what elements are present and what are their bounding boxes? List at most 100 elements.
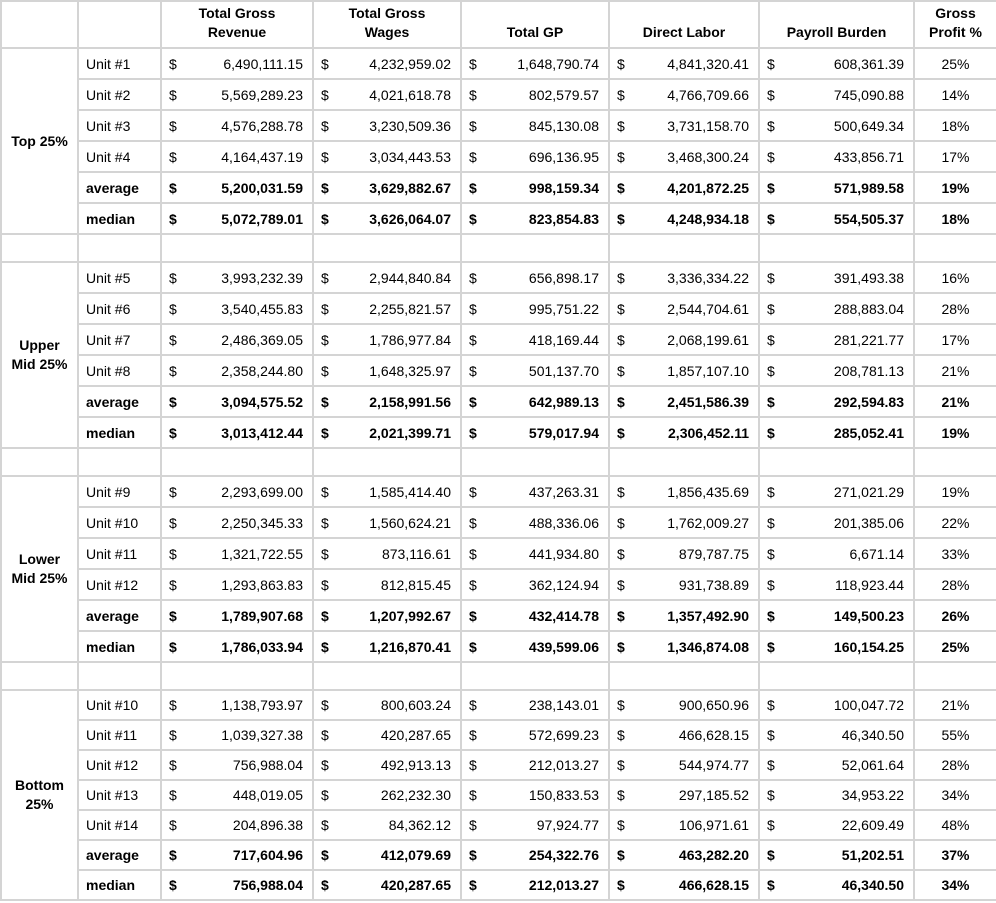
wages-cell[interactable]: $1,648,325.97 — [312, 354, 462, 387]
revenue-cell[interactable]: $5,072,789.01 — [160, 202, 314, 235]
payroll-burden-cell[interactable]: $100,047.72 — [758, 689, 915, 721]
payroll-burden-cell[interactable]: $571,989.58 — [758, 171, 915, 204]
wages-cell[interactable]: $873,116.61 — [312, 537, 462, 570]
wages-cell[interactable]: $3,626,064.07 — [312, 202, 462, 235]
revenue-cell[interactable]: $2,250,345.33 — [160, 506, 314, 539]
gp-cell[interactable]: $642,989.13 — [460, 385, 610, 418]
payroll-burden-cell[interactable]: $6,671.14 — [758, 537, 915, 570]
row-label-cell[interactable]: average — [77, 839, 162, 871]
payroll-burden-cell[interactable]: $201,385.06 — [758, 506, 915, 539]
direct-labor-cell[interactable]: $2,306,452.11 — [608, 416, 760, 449]
payroll-burden-cell[interactable]: $118,923.44 — [758, 568, 915, 601]
direct-labor-cell[interactable]: $4,248,934.18 — [608, 202, 760, 235]
gross-profit-pct-cell[interactable]: 26% — [913, 599, 996, 632]
wages-cell[interactable]: $420,287.65 — [312, 719, 462, 751]
gp-cell[interactable]: $150,833.53 — [460, 779, 610, 811]
wages-cell[interactable]: $4,021,618.78 — [312, 78, 462, 111]
direct-labor-cell[interactable]: $1,357,492.90 — [608, 599, 760, 632]
gross-profit-pct-cell[interactable]: 55% — [913, 719, 996, 751]
direct-labor-cell[interactable]: $4,201,872.25 — [608, 171, 760, 204]
gross-profit-pct-cell[interactable]: 28% — [913, 749, 996, 781]
gp-cell[interactable]: $97,924.77 — [460, 809, 610, 841]
direct-labor-cell[interactable]: $4,841,320.41 — [608, 47, 760, 80]
revenue-cell[interactable]: $717,604.96 — [160, 839, 314, 871]
revenue-cell[interactable]: $756,988.04 — [160, 749, 314, 781]
direct-labor-cell[interactable]: $544,974.77 — [608, 749, 760, 781]
gp-cell[interactable]: $572,699.23 — [460, 719, 610, 751]
gp-cell[interactable]: $437,263.31 — [460, 475, 610, 508]
gp-cell[interactable]: $579,017.94 — [460, 416, 610, 449]
gp-cell[interactable]: $823,854.83 — [460, 202, 610, 235]
empty-cell[interactable] — [460, 661, 610, 691]
wages-cell[interactable]: $3,230,509.36 — [312, 109, 462, 142]
gp-cell[interactable]: $845,130.08 — [460, 109, 610, 142]
gp-cell[interactable]: $696,136.95 — [460, 140, 610, 173]
wages-cell[interactable]: $420,287.65 — [312, 869, 462, 901]
row-label-cell[interactable]: median — [77, 416, 162, 449]
payroll-burden-cell[interactable]: $46,340.50 — [758, 719, 915, 751]
column-header-gross-profit-pct[interactable]: Gross Profit % — [913, 0, 996, 49]
wages-cell[interactable]: $3,034,443.53 — [312, 140, 462, 173]
gross-profit-pct-cell[interactable]: 21% — [913, 689, 996, 721]
row-label-cell[interactable]: Unit #6 — [77, 292, 162, 325]
direct-labor-cell[interactable]: $1,856,435.69 — [608, 475, 760, 508]
row-label-cell[interactable]: Unit #8 — [77, 354, 162, 387]
row-label-cell[interactable]: Unit #1 — [77, 47, 162, 80]
gp-cell[interactable]: $212,013.27 — [460, 869, 610, 901]
wages-cell[interactable]: $492,913.13 — [312, 749, 462, 781]
revenue-cell[interactable]: $4,164,437.19 — [160, 140, 314, 173]
direct-labor-cell[interactable]: $2,068,199.61 — [608, 323, 760, 356]
payroll-burden-cell[interactable]: $46,340.50 — [758, 869, 915, 901]
column-header-direct-labor[interactable]: Direct Labor — [608, 0, 760, 49]
payroll-burden-cell[interactable]: $160,154.25 — [758, 630, 915, 663]
payroll-burden-cell[interactable]: $52,061.64 — [758, 749, 915, 781]
column-header-payroll-burden[interactable]: Payroll Burden — [758, 0, 915, 49]
gross-profit-pct-cell[interactable]: 48% — [913, 809, 996, 841]
revenue-cell[interactable]: $1,293,863.83 — [160, 568, 314, 601]
wages-cell[interactable]: $2,944,840.84 — [312, 261, 462, 294]
column-header-unit[interactable] — [77, 0, 162, 49]
direct-labor-cell[interactable]: $3,731,158.70 — [608, 109, 760, 142]
direct-labor-cell[interactable]: $4,766,709.66 — [608, 78, 760, 111]
empty-cell[interactable] — [160, 233, 314, 263]
gp-cell[interactable]: $362,124.94 — [460, 568, 610, 601]
gross-profit-pct-cell[interactable]: 18% — [913, 202, 996, 235]
revenue-cell[interactable]: $448,019.05 — [160, 779, 314, 811]
row-label-cell[interactable]: Unit #2 — [77, 78, 162, 111]
gross-profit-pct-cell[interactable]: 34% — [913, 779, 996, 811]
direct-labor-cell[interactable]: $2,451,586.39 — [608, 385, 760, 418]
gross-profit-pct-cell[interactable]: 19% — [913, 171, 996, 204]
direct-labor-cell[interactable]: $931,738.89 — [608, 568, 760, 601]
payroll-burden-cell[interactable]: $288,883.04 — [758, 292, 915, 325]
row-label-cell[interactable]: median — [77, 869, 162, 901]
empty-cell[interactable] — [312, 447, 462, 477]
empty-cell[interactable] — [758, 233, 915, 263]
column-header-total-gross-wages[interactable]: Total Gross Wages — [312, 0, 462, 49]
empty-cell[interactable] — [0, 661, 79, 691]
row-label-cell[interactable]: Unit #12 — [77, 749, 162, 781]
gp-cell[interactable]: $441,934.80 — [460, 537, 610, 570]
gp-cell[interactable]: $802,579.57 — [460, 78, 610, 111]
row-label-cell[interactable]: Unit #3 — [77, 109, 162, 142]
empty-cell[interactable] — [312, 233, 462, 263]
empty-cell[interactable] — [758, 447, 915, 477]
row-label-cell[interactable]: Unit #11 — [77, 537, 162, 570]
revenue-cell[interactable]: $204,896.38 — [160, 809, 314, 841]
wages-cell[interactable]: $2,255,821.57 — [312, 292, 462, 325]
direct-labor-cell[interactable]: $297,185.52 — [608, 779, 760, 811]
direct-labor-cell[interactable]: $1,857,107.10 — [608, 354, 760, 387]
revenue-cell[interactable]: $2,293,699.00 — [160, 475, 314, 508]
gross-profit-pct-cell[interactable]: 25% — [913, 630, 996, 663]
empty-cell[interactable] — [913, 233, 996, 263]
row-label-cell[interactable]: Unit #11 — [77, 719, 162, 751]
direct-labor-cell[interactable]: $2,544,704.61 — [608, 292, 760, 325]
row-label-cell[interactable]: Unit #4 — [77, 140, 162, 173]
direct-labor-cell[interactable]: $3,468,300.24 — [608, 140, 760, 173]
gp-cell[interactable]: $238,143.01 — [460, 689, 610, 721]
gross-profit-pct-cell[interactable]: 17% — [913, 323, 996, 356]
row-label-cell[interactable]: Unit #13 — [77, 779, 162, 811]
wages-cell[interactable]: $1,560,624.21 — [312, 506, 462, 539]
wages-cell[interactable]: $84,362.12 — [312, 809, 462, 841]
wages-cell[interactable]: $1,216,870.41 — [312, 630, 462, 663]
empty-cell[interactable] — [608, 447, 760, 477]
